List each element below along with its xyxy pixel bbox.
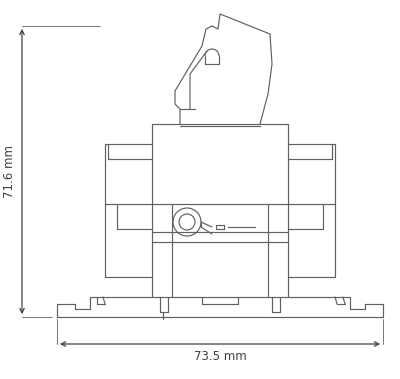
Text: 71.6 mm: 71.6 mm bbox=[4, 145, 16, 198]
Text: 73.5 mm: 73.5 mm bbox=[194, 351, 246, 363]
